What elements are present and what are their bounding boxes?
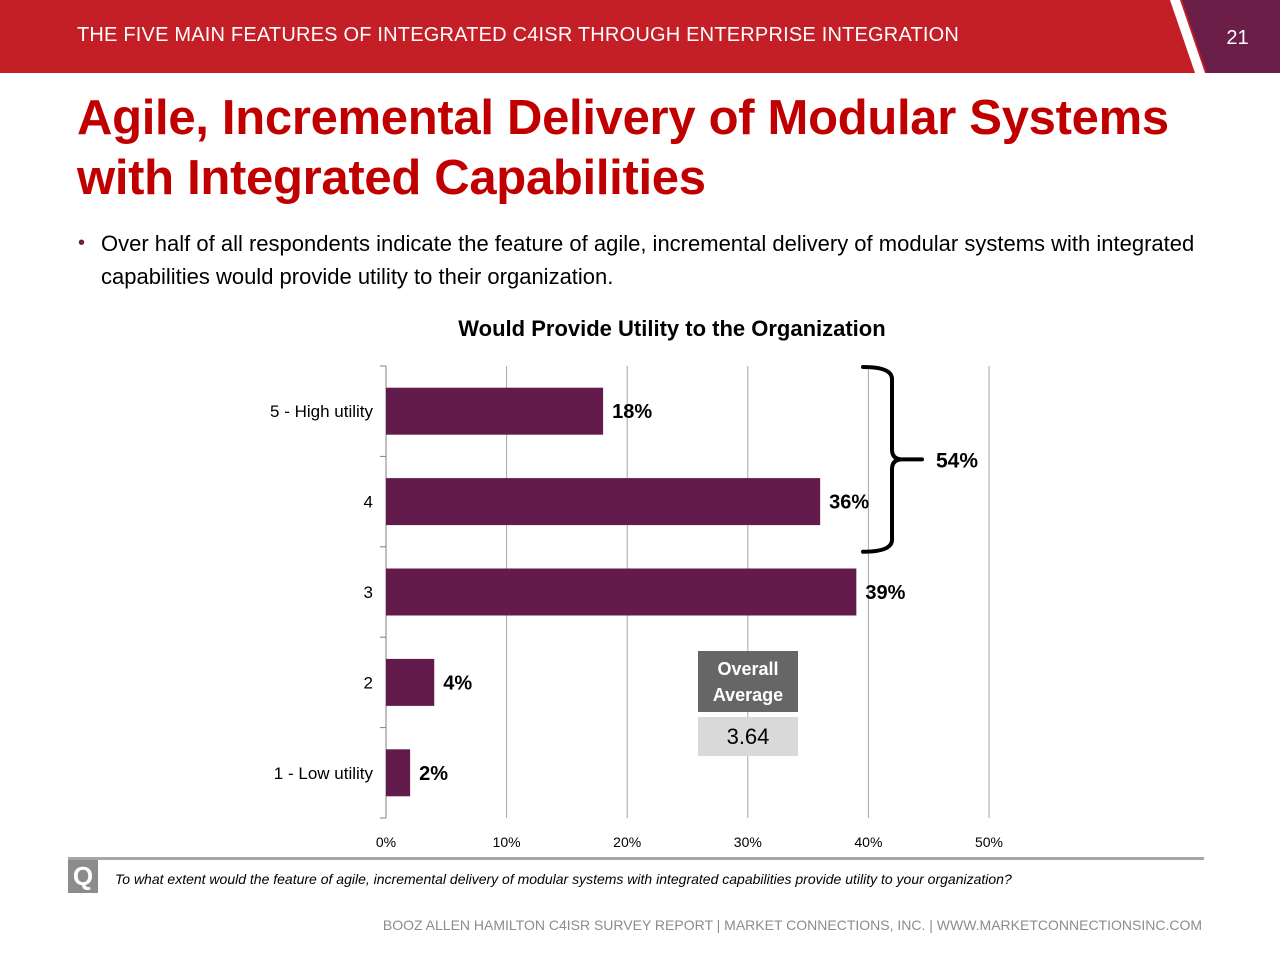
category-label: 5 - High utility — [270, 402, 373, 421]
question-badge: Q — [68, 860, 98, 893]
bracket-total-label: 54% — [936, 449, 978, 472]
bar — [386, 568, 857, 616]
overall-average-label: Overall Average — [698, 651, 798, 712]
slide-title-line-2: with Integrated Capabilities — [77, 151, 706, 205]
x-tick-label: 50% — [975, 834, 1003, 850]
overall-average-label-line-1: Overall — [717, 659, 779, 679]
bar — [386, 478, 821, 526]
overall-average-value: 3.64 — [698, 717, 798, 756]
question-text: To what extent would the feature of agil… — [115, 871, 1012, 887]
value-label: 39% — [865, 582, 905, 604]
header-title: THE FIVE MAIN FEATURES OF INTEGRATED C4I… — [77, 24, 960, 46]
bar — [386, 749, 411, 797]
value-label: 18% — [612, 401, 652, 423]
x-tick-label: 0% — [376, 834, 396, 850]
value-label: 4% — [443, 672, 472, 694]
category-label: 4 — [364, 493, 373, 512]
slide-title: Agile, Incremental Delivery of Modular S… — [77, 88, 1237, 208]
x-tick-label: 30% — [734, 834, 762, 850]
slide-title-line-1: Agile, Incremental Delivery of Modular S… — [77, 91, 1169, 145]
chart-title: Would Provide Utility to the Organizatio… — [458, 316, 885, 341]
bracket — [861, 365, 924, 554]
bar — [386, 658, 435, 706]
value-label: 2% — [419, 763, 448, 785]
category-label: 3 — [364, 583, 373, 602]
bar — [386, 387, 604, 435]
category-label: 2 — [364, 673, 373, 692]
page-number: 21 — [1226, 27, 1249, 49]
bullet-text: Over half of all respondents indicate th… — [101, 231, 1195, 289]
x-tick-label: 10% — [493, 834, 521, 850]
category-label: 1 - Low utility — [274, 764, 374, 783]
overall-average-label-line-2: Average — [712, 685, 784, 705]
footer-text: BOOZ ALLEN HAMILTON C4ISR SURVEY REPORT … — [382, 917, 1202, 933]
header-band — [0, 0, 1280, 73]
value-label: 36% — [829, 492, 869, 514]
question-divider — [68, 857, 1204, 860]
x-tick-label: 40% — [854, 834, 882, 850]
bullet-icon: • — [78, 232, 86, 254]
x-tick-label: 20% — [613, 834, 641, 850]
